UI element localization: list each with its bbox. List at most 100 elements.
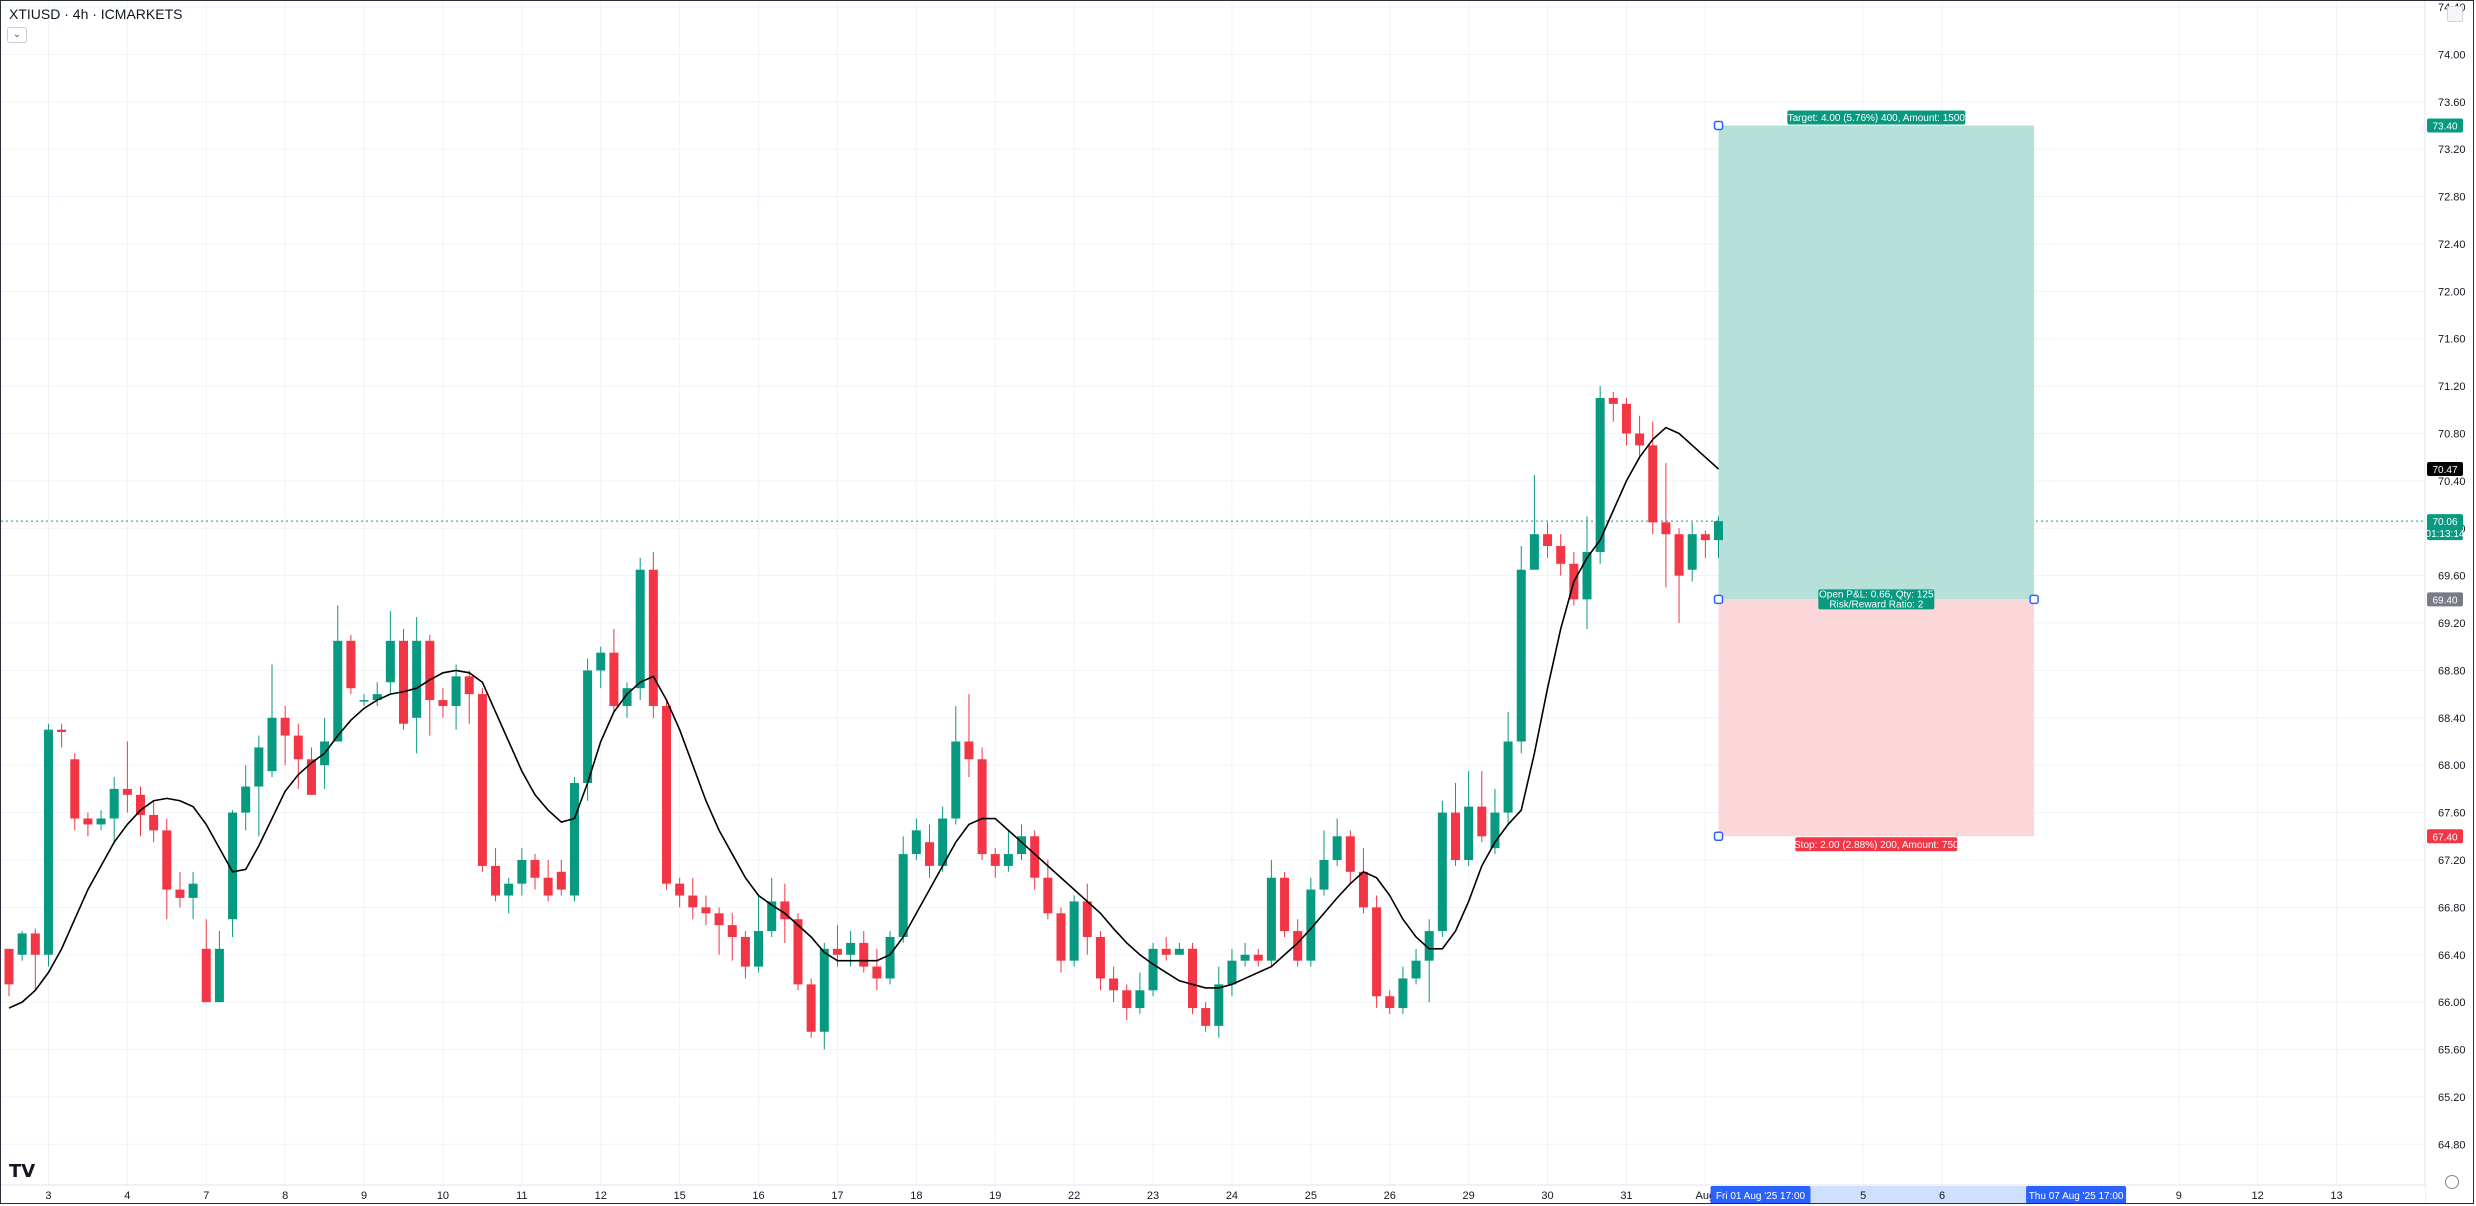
candle-body: [1437, 812, 1447, 932]
candle-body: [96, 818, 106, 825]
plot-area[interactable]: [1, 1, 2425, 1185]
time-tick-label: 9: [2176, 1190, 2182, 1202]
candle-body: [675, 883, 685, 896]
candle-body: [1477, 806, 1487, 837]
price-tick-label: 71.20: [2438, 381, 2466, 393]
candle-body: [1253, 954, 1263, 961]
price-tick-label: 69.60: [2438, 571, 2466, 583]
candle-body: [1674, 534, 1684, 576]
candle-body: [1332, 836, 1342, 860]
legend-collapse-toggle[interactable]: ⌄: [7, 27, 27, 43]
target-label-bg: [1787, 110, 1966, 125]
position-labels: Target: 4.00 (5.76%) 400, Amount: 1500 St…: [1787, 110, 1966, 852]
position-zones[interactable]: [1713, 120, 2039, 842]
candle-body: [1174, 948, 1184, 955]
candle-body: [306, 759, 316, 795]
candle-body: [136, 794, 145, 815]
ma-price-label-bg: [2427, 462, 2463, 477]
candle-body: [951, 741, 961, 819]
drag-handle: [1713, 594, 1724, 605]
candle-body: [1082, 901, 1092, 937]
price-tick-label: 64.80: [2438, 1139, 2466, 1151]
time-tick-label: 18: [910, 1190, 922, 1202]
candle-body: [464, 676, 474, 695]
candle-body: [1056, 913, 1066, 961]
time-tick-label: 15: [674, 1190, 686, 1202]
time-axis[interactable]: 3 4 7 8 9 10 11 12 15 16 17 18 19 22 23 24 25 26 29 30 31 Aug…: [1, 1184, 2425, 1204]
tradingview-logo[interactable]: TV: [9, 1161, 36, 1182]
candle-body: [1503, 741, 1513, 813]
drag-handle: [1713, 120, 1724, 131]
rr-label: Risk/Reward Ratio: 2: [1829, 599, 1923, 610]
time-tick-label: 31: [1620, 1190, 1632, 1202]
candle-body: [938, 818, 948, 866]
candle-body: [254, 747, 264, 787]
candle-body: [1161, 948, 1171, 955]
candle-body: [1293, 931, 1303, 961]
entry-price-label-bg: [2427, 592, 2463, 607]
candle-body: [1109, 978, 1119, 991]
candle-body: [885, 936, 895, 979]
time-tick-label: 4: [124, 1190, 130, 1202]
price-axis[interactable]: 64.80 65.20 65.60 66.00 66.40 66.80 67.20 67.60…: [2424, 1, 2474, 1204]
current-price-label-countdown: 01:13:14: [2426, 529, 2465, 540]
candle-body: [859, 942, 869, 967]
settings-icon[interactable]: [2445, 1175, 2459, 1189]
candle-body: [1464, 806, 1474, 860]
candle-body: [583, 670, 593, 783]
target-price-label-bg: [2427, 118, 2463, 133]
candle-body: [727, 925, 737, 937]
price-tick-label: 73.20: [2438, 144, 2466, 156]
time-tick-label: 29: [1463, 1190, 1475, 1202]
time-tick-label: 13: [2330, 1190, 2342, 1202]
candle-body: [280, 717, 290, 736]
candle-body: [1385, 996, 1395, 1009]
candle-body: [569, 782, 579, 896]
price-tick-label: 66.80: [2438, 902, 2466, 914]
candle-body: [832, 948, 842, 955]
candles: [4, 386, 1723, 1050]
time-tick-label: 7: [203, 1190, 209, 1202]
price-tick-label: 65.20: [2438, 1092, 2466, 1104]
candle-body: [925, 842, 934, 866]
candle-body: [1240, 954, 1250, 961]
candle-body: [425, 640, 435, 701]
candle-body: [241, 786, 251, 813]
candle-body: [1122, 990, 1132, 1009]
candle-body: [701, 907, 711, 914]
symbol-legend[interactable]: XTIUSD · 4h · ICMARKETS: [9, 6, 183, 22]
price-tick-label: 68.80: [2438, 665, 2466, 677]
candle-body: [1095, 936, 1105, 979]
candle-body: [1700, 534, 1710, 541]
candle-body: [1135, 990, 1145, 1009]
candle-body: [793, 919, 803, 985]
time-tick-label: Aug: [1696, 1190, 1716, 1202]
maximize-icon[interactable]: [2447, 6, 2463, 22]
candle-body: [662, 705, 671, 884]
candle-body: [149, 814, 159, 831]
price-tick-label: 68.40: [2438, 713, 2466, 725]
time-tick-label: 24: [1226, 1190, 1238, 1202]
current-price-label: 70.06: [2432, 517, 2457, 528]
candle-body: [530, 859, 540, 878]
price-tick-label: 66.40: [2438, 950, 2466, 962]
candle-body: [609, 652, 619, 706]
candle-body: [17, 933, 27, 955]
time-tick-label: 8: [282, 1190, 288, 1202]
candle-body: [1017, 836, 1027, 855]
target-price-label: 73.40: [2432, 121, 2457, 132]
candle-body: [977, 759, 987, 855]
stop-label: Stop: 2.00 (2.88%) 200, Amount: 750: [1794, 840, 1959, 851]
candle-body: [872, 966, 882, 979]
candle-body: [57, 729, 67, 733]
candle-body: [399, 640, 408, 724]
candle-body: [819, 948, 829, 1032]
candle-body: [1398, 978, 1408, 1009]
time-tick-label: 25: [1305, 1190, 1317, 1202]
candle-body: [346, 640, 356, 689]
candle-body: [596, 652, 606, 671]
candle-body: [175, 889, 185, 898]
time-tick-label: 12: [2252, 1190, 2264, 1202]
